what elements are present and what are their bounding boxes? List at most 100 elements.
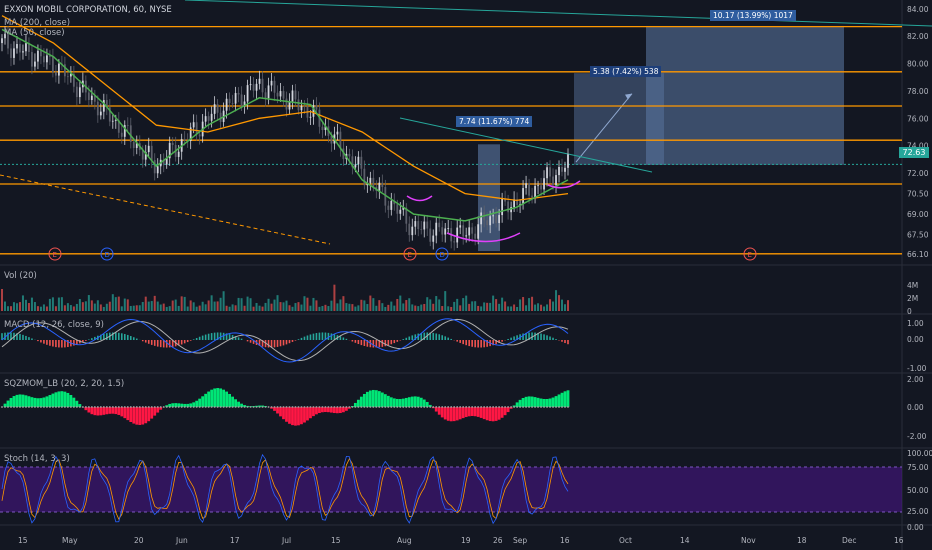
sqzmom-pane-label: SQZMOM_LB (20, 2, 20, 1.5) (4, 379, 125, 389)
time-tick-label: Dec (842, 536, 857, 545)
candle-body (261, 78, 264, 93)
candle-body (465, 235, 468, 237)
macd-histogram-bar (156, 340, 159, 347)
sqzmom-bar (270, 407, 273, 409)
stoch-pane-label: Stoch (14, 3, 3) (4, 454, 70, 464)
sqzmom-dot (537, 406, 539, 408)
sqzmom-dot (435, 406, 438, 408)
sqzmom-bar (231, 396, 234, 407)
macd-histogram-bar (423, 332, 426, 340)
sqzmom-dot (88, 406, 90, 408)
sqzmom-bar (213, 388, 217, 407)
candle-body (228, 98, 231, 104)
macd-histogram-bar (522, 333, 524, 340)
macd-histogram-bar (19, 333, 21, 340)
macd-histogram-bar (222, 332, 225, 340)
candle-body (189, 127, 192, 141)
trend-line-down (399, 117, 653, 173)
candle-body (19, 44, 21, 53)
sqzmom-dot (246, 406, 249, 408)
candle-body (4, 33, 6, 39)
candle-body (393, 200, 396, 205)
macd-histogram-bar (132, 337, 135, 340)
candle-body (435, 222, 438, 236)
volume-bar (465, 295, 468, 311)
macd-histogram-bar (342, 337, 345, 340)
sqzmom-dot (22, 406, 24, 408)
sqzmom-tick-label: 2.00 (907, 375, 924, 384)
sqzmom-bar (27, 396, 31, 407)
sqzmom-dot (564, 406, 566, 408)
time-tick-label: Jul (281, 536, 291, 545)
macd-histogram-bar (246, 340, 249, 342)
sqzmom-dot (73, 406, 75, 408)
sqzmom-bar (533, 397, 537, 407)
sqzmom-bar (434, 407, 438, 412)
candle-body (348, 153, 351, 157)
macd-histogram-bar (513, 336, 515, 340)
macd-histogram-bar (273, 340, 276, 348)
macd-histogram-bar (372, 340, 375, 348)
price-tick-label: 76.00 (907, 114, 929, 123)
sqzmom-bar (93, 407, 97, 416)
volume-bar (369, 295, 372, 311)
sqzmom-bar (548, 398, 552, 407)
sqzmom-dot (97, 406, 99, 408)
sqzmom-dot (243, 406, 246, 408)
volume-bar (321, 305, 324, 311)
candle-body (399, 209, 402, 214)
time-tick-label: Jun (175, 536, 188, 545)
candle-body (16, 44, 18, 49)
sqzmom-dot (384, 406, 387, 408)
sqzmom-dot (120, 406, 123, 408)
macd-histogram-bar (147, 340, 150, 344)
sqzmom-dot (453, 406, 456, 408)
macd-histogram-bar (144, 340, 147, 343)
macd-histogram-bar (294, 340, 297, 341)
sqzmom-bar (527, 396, 531, 407)
macd-histogram-bar (546, 335, 548, 340)
volume-bar (207, 300, 210, 311)
candle-body (267, 85, 270, 99)
volume-bar (219, 297, 222, 311)
sqzmom-dot (207, 406, 210, 408)
sqzmom-bar (189, 403, 193, 407)
macd-histogram-bar (162, 340, 165, 348)
candle-body (279, 91, 282, 97)
macd-histogram-bar (88, 339, 90, 340)
macd-histogram-bar (339, 336, 342, 340)
volume-bar (36, 306, 39, 311)
candle-body (273, 80, 276, 93)
macd-histogram-bar (171, 340, 174, 347)
candle-body (474, 233, 477, 239)
sqzmom-dot (162, 406, 165, 408)
sqzmom-bar (318, 407, 321, 414)
macd-histogram-bar (567, 340, 569, 345)
macd-histogram-bar (408, 336, 411, 340)
volume-bar (63, 305, 66, 311)
volume-bar (192, 302, 195, 311)
macd-histogram-bar (73, 340, 75, 346)
macd-histogram-bar (237, 337, 240, 340)
event-marker (48, 247, 62, 261)
macd-histogram-bar (552, 337, 554, 340)
volume-bar (381, 303, 384, 311)
volume-bar (492, 295, 495, 311)
candle-body (480, 212, 483, 225)
sqzmom-dot (150, 406, 153, 408)
sqzmom-dot (423, 406, 426, 408)
volume-bar (471, 301, 474, 311)
candle-body (408, 223, 411, 236)
macd-histogram-bar (240, 338, 243, 340)
macd-histogram-bar (150, 340, 153, 345)
macd-histogram-bar (393, 340, 396, 344)
sqzmom-bar (321, 407, 324, 413)
volume-bar (441, 306, 444, 311)
macd-histogram-bar (441, 335, 444, 340)
time-tick-label: 20 (134, 536, 144, 545)
volume-bar (231, 304, 234, 311)
macd-histogram-bar (264, 340, 267, 348)
sqzmom-bar (458, 407, 462, 420)
macd-histogram-bar (486, 340, 488, 347)
